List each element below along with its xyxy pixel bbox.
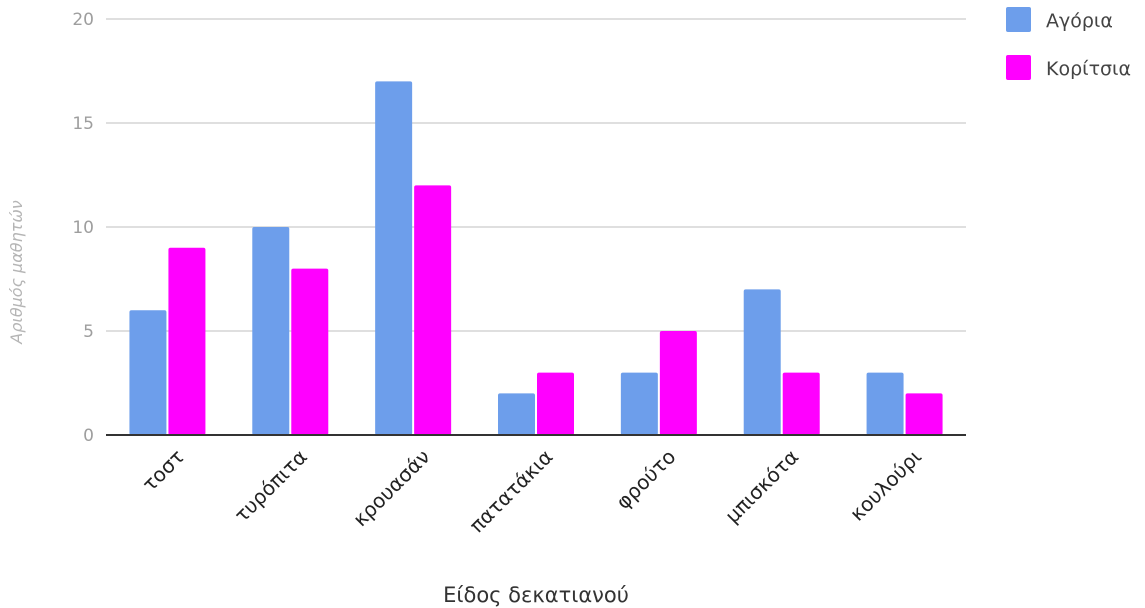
bar-boys: [743, 289, 781, 435]
bar-girls: [291, 268, 329, 435]
bar-girls: [168, 247, 206, 435]
x-tick-label: τυρόπιτα: [229, 445, 311, 527]
x-tick-label: τοστ: [137, 445, 189, 497]
legend: Αγόρια Κορίτσια: [1006, 7, 1131, 80]
y-tick-label: 5: [83, 322, 94, 342]
bar-girls: [905, 393, 943, 435]
y-axis-title: Αριθμός μαθητών: [7, 200, 26, 344]
bar-boys: [129, 310, 167, 435]
y-tick-label: 15: [72, 114, 94, 134]
x-tick-label: κρουασάν: [348, 445, 435, 532]
bar-boys: [252, 227, 290, 435]
legend-label: Κορίτσια: [1046, 58, 1131, 80]
bar-girls: [782, 372, 820, 435]
x-axis-title: Είδος δεκατιανού: [443, 583, 629, 607]
x-tick-label: μπισκότα: [720, 445, 803, 528]
y-tick-label: 0: [83, 426, 94, 446]
legend-swatch: [1006, 55, 1031, 80]
y-axis-ticks: 0 5 10 15 20: [72, 10, 94, 446]
legend-label: Αγόρια: [1046, 10, 1113, 32]
bar-boys: [620, 372, 658, 435]
y-tick-label: 20: [72, 10, 94, 30]
bar-girls: [537, 372, 574, 435]
y-tick-label: 10: [72, 218, 94, 238]
x-tick-label: φρούτο: [611, 445, 680, 514]
bar-boys: [498, 393, 535, 435]
x-tick-label: πατατάκια: [465, 445, 558, 538]
legend-swatch: [1006, 7, 1031, 32]
x-axis-ticks: τοστ τυρόπιτα κρουασάν πατατάκια φρούτο μπισκ…: [137, 444, 926, 537]
bars: [129, 81, 943, 436]
bar-boys: [375, 81, 413, 436]
bar-boys: [866, 372, 904, 435]
x-tick-label: κουλούρι: [845, 444, 926, 525]
bar-girls: [414, 185, 452, 435]
gridlines: [106, 18, 966, 332]
bar-girls: [659, 331, 697, 435]
